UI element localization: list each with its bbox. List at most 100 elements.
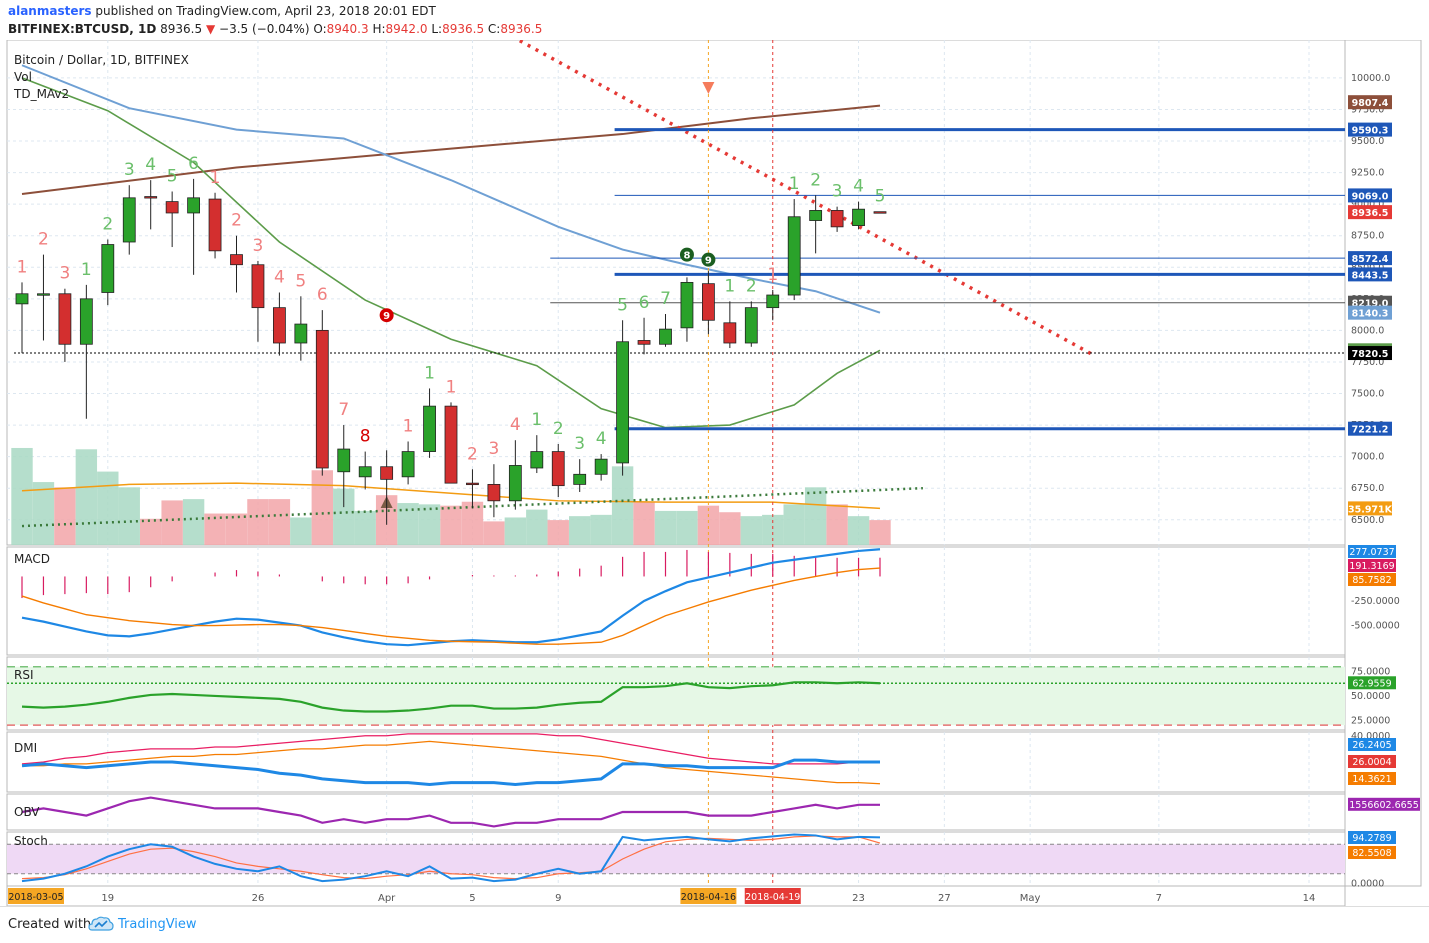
date-badge-label: 2018-04-16 xyxy=(681,892,736,903)
chart-canvas[interactable]: 10000.09750.09500.09250.09000.08750.0850… xyxy=(0,40,1429,906)
volume-bar xyxy=(268,499,291,545)
candle-body xyxy=(702,283,715,321)
td-count-label: 2 xyxy=(746,276,757,296)
td-count-label: 5 xyxy=(295,271,306,291)
y-tick-label: 10000.0 xyxy=(1351,73,1390,84)
candle-body xyxy=(766,294,780,309)
rsi-tick-label: 75.0000 xyxy=(1351,667,1390,678)
candle-body xyxy=(79,298,93,345)
td-count-label: 1 xyxy=(403,416,414,436)
chart-title: Bitcoin / Dollar, 1D, BITFINEX xyxy=(14,53,189,67)
price-tag-label: 7820.5 xyxy=(1352,349,1389,360)
volume-bar xyxy=(611,466,634,545)
volume-bar xyxy=(740,516,762,545)
candle-body xyxy=(187,197,201,214)
pane-main xyxy=(6,40,1346,546)
td-count-label: 6 xyxy=(317,285,328,305)
volume-bar xyxy=(847,516,870,545)
high-value: 8942.0 xyxy=(385,22,428,36)
volume-bar xyxy=(118,487,140,545)
td-count-label: 3 xyxy=(488,439,499,459)
date-badge xyxy=(744,888,801,904)
volume-bar xyxy=(869,520,891,545)
macd-value-label: 191.3169 xyxy=(1349,561,1394,572)
rsi-value-tag xyxy=(1348,676,1396,690)
dmi-value-tag xyxy=(1348,755,1396,768)
symbol-line: BITFINEX:BTCUSD, 1D 8936.5 ▼ −3.5 (−0.04… xyxy=(8,22,542,36)
y-tick-label: 8000.0 xyxy=(1351,325,1384,336)
td-count-label: 6 xyxy=(639,293,650,313)
price-tag-label: 8443.5 xyxy=(1352,270,1389,281)
volume-bar xyxy=(762,514,784,545)
candle-body xyxy=(208,198,222,252)
td-count-label: 2 xyxy=(102,214,113,234)
volume-bar xyxy=(783,504,805,545)
x-tick-label: 14 xyxy=(1303,893,1316,904)
dmi-minus-line xyxy=(21,733,880,765)
x-tick-label: 19 xyxy=(101,893,114,904)
td-count-label: 3 xyxy=(574,434,585,454)
volume-bar xyxy=(397,503,419,545)
time-axis xyxy=(6,885,1346,906)
macd-value-tag xyxy=(1348,559,1396,572)
td-count-label: 2 xyxy=(231,211,242,231)
candle-body xyxy=(873,211,887,214)
x-tick-label: 27 xyxy=(938,893,951,904)
macd-value-label: 85.7582 xyxy=(1352,575,1391,586)
tradingview-brand-link[interactable]: TradingView xyxy=(118,917,197,932)
td-count-label: 3 xyxy=(59,264,70,284)
candle-body xyxy=(122,197,136,243)
price-tag xyxy=(1348,95,1392,110)
td-count-label: 3 xyxy=(124,160,135,180)
volume-bar xyxy=(75,449,98,545)
volume-bar xyxy=(590,514,612,545)
volume-bar xyxy=(32,482,55,545)
volume-bar xyxy=(97,471,119,545)
stoch-pane-title: Stoch xyxy=(14,834,48,848)
price-tag xyxy=(1348,122,1392,137)
td-count-label: 2 xyxy=(553,419,564,439)
volume-bar xyxy=(161,500,183,545)
volume-bar xyxy=(418,504,441,545)
td-count-label: 2 xyxy=(810,170,821,190)
date-badge-label: 2018-03-05 xyxy=(8,892,63,903)
td-count-label: 4 xyxy=(853,177,864,197)
y-tick-label: 9500.0 xyxy=(1351,136,1384,147)
candle-body xyxy=(37,293,50,296)
candle-body xyxy=(165,201,179,214)
td-count-label: 1 xyxy=(724,276,735,296)
price-tag xyxy=(1348,205,1392,220)
price-tag xyxy=(1348,251,1392,266)
price-tag-label: 9590.3 xyxy=(1352,126,1389,137)
candle-body xyxy=(508,465,522,502)
pane-dmi xyxy=(6,731,1346,793)
close-label: C: xyxy=(487,22,501,36)
candle-body xyxy=(380,466,394,480)
volume-bar xyxy=(182,499,205,545)
td-count-label: 3 xyxy=(253,236,264,256)
td-count-label: 2 xyxy=(467,444,478,464)
td-count-label: 3 xyxy=(832,182,843,202)
volume-bar xyxy=(354,510,376,545)
author-link[interactable]: alanmasters xyxy=(8,4,92,18)
candle-body xyxy=(551,451,565,487)
rsi-tick-label: 25.0000 xyxy=(1351,715,1390,726)
candle-body xyxy=(852,208,865,226)
td-count-label: 1 xyxy=(81,260,92,280)
x-tick-label: May xyxy=(1020,893,1041,904)
dmi-value-label: 14.3621 xyxy=(1352,774,1391,785)
candle-body xyxy=(680,281,694,329)
y-tick-label: 7750.0 xyxy=(1351,357,1384,368)
volume-bar xyxy=(676,510,698,545)
volume-bar xyxy=(11,447,33,545)
candle-body xyxy=(15,293,29,305)
td-count-label: 1 xyxy=(789,174,800,194)
price-tag xyxy=(1348,501,1392,516)
candle-body xyxy=(423,405,436,452)
y-tick-label: 6750.0 xyxy=(1351,483,1384,494)
stoch-band xyxy=(7,844,1345,874)
td-count-label: 7 xyxy=(338,400,349,420)
td-count-label: 1 xyxy=(210,168,221,188)
macd-signal-line xyxy=(21,567,881,645)
volume-bar xyxy=(204,513,226,545)
